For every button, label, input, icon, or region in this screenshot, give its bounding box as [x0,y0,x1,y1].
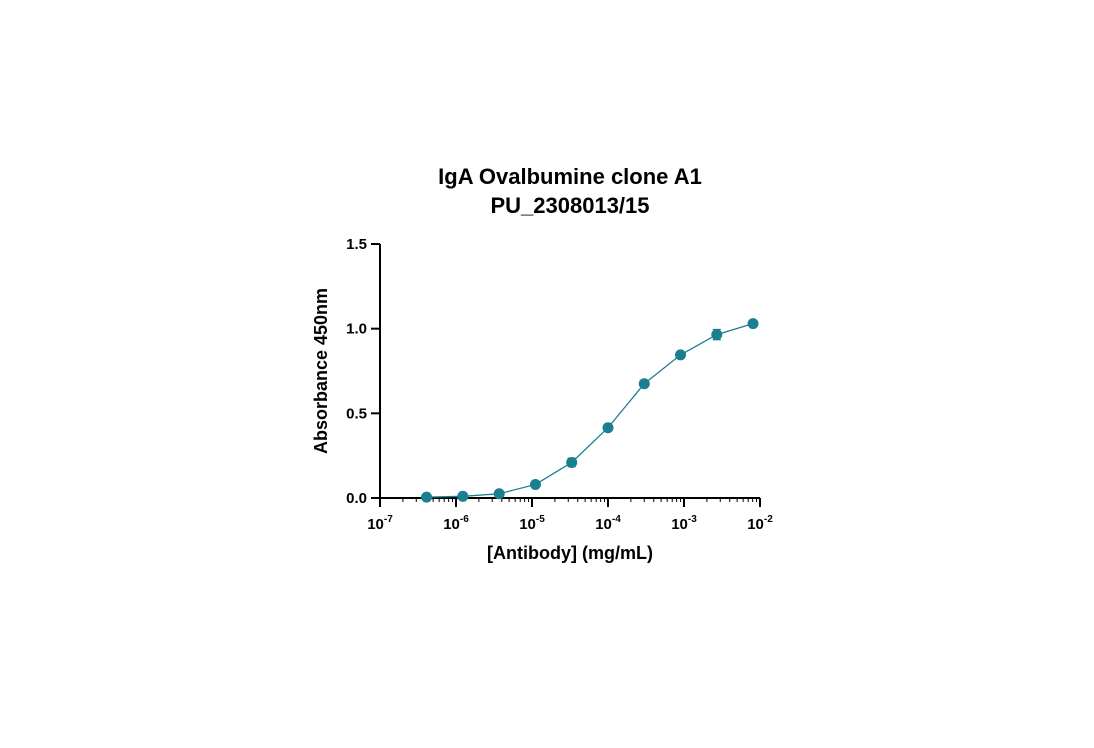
y-tick-label: 0.0 [346,490,367,507]
series-layer [421,318,759,503]
data-point [566,456,578,468]
data-point [675,349,687,361]
x-tick-label: 10-2 [747,514,773,533]
x-axis-ticks: 10-7 10-6 10-5 10-4 10-3 10-2 [367,498,773,533]
y-axis-label: Absorbance 450nm [311,288,331,454]
chart-title-line-1: IgA Ovalbumine clone A1 [438,164,702,189]
data-point [457,490,469,502]
data-point [602,422,614,434]
x-axis-label: [Antibody] (mg/mL) [487,543,653,563]
data-point [529,478,541,490]
y-tick-label: 0.5 [346,405,367,422]
chart-title-line-2: PU_2308013/15 [490,193,649,218]
y-axis-ticks: 0.0 0.5 1.0 1.5 [346,236,380,507]
y-tick-label: 1.5 [346,236,367,253]
x-tick-label: 10-3 [671,514,697,533]
x-tick-label: 10-5 [519,514,545,533]
series-line [426,322,754,498]
x-tick-label: 10-7 [367,514,393,533]
y-tick-label: 1.0 [346,321,367,338]
data-point [421,491,433,503]
data-point [493,488,505,500]
x-tick-label: 10-4 [595,514,621,533]
data-point [711,329,723,341]
data-point [747,318,759,330]
data-point [638,378,650,390]
x-tick-label: 10-6 [443,514,469,533]
